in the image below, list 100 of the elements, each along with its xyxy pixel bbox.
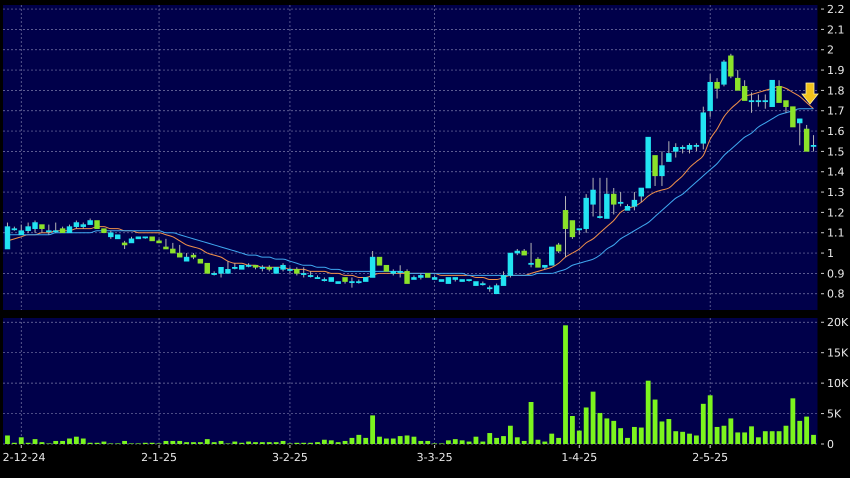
y-tick-label: 0 — [827, 438, 834, 451]
bar — [74, 436, 79, 444]
bar — [322, 440, 327, 444]
bar — [618, 428, 624, 444]
bar — [425, 440, 430, 444]
bar — [218, 440, 224, 444]
y-tick-label: 0.8 — [827, 288, 844, 301]
bar — [122, 440, 128, 444]
bar — [418, 440, 424, 444]
bar — [18, 437, 24, 444]
bar — [398, 436, 403, 444]
bar — [528, 402, 534, 444]
candlestick — [659, 150, 665, 186]
bar — [611, 420, 616, 444]
bar — [762, 431, 768, 444]
bar — [177, 440, 182, 444]
x-tick-label: 2-5-25 — [692, 451, 728, 464]
candlestick — [535, 256, 541, 268]
y-tick-label: 10K — [827, 376, 849, 390]
bar — [797, 420, 802, 444]
bar — [536, 440, 540, 444]
bar — [32, 439, 38, 444]
candlestick — [797, 118, 802, 146]
bar — [749, 426, 754, 444]
bar — [549, 434, 554, 444]
candlestick — [404, 268, 410, 284]
bar — [404, 435, 410, 444]
candlestick — [810, 134, 816, 152]
bar — [804, 416, 810, 444]
bar — [666, 419, 672, 444]
bar — [598, 412, 602, 444]
candlestick — [721, 59, 727, 87]
bar — [694, 435, 699, 444]
x-tick-label: 3-3-25 — [416, 451, 453, 464]
y-tick-label: 5K — [827, 407, 842, 420]
bar — [756, 437, 761, 444]
x-tick-label: 2-12-24 — [2, 451, 46, 464]
bar — [728, 418, 734, 444]
y-tick-label: 1.9 — [827, 64, 844, 77]
y-tick-label: 1.1 — [827, 226, 844, 240]
bar — [632, 426, 637, 444]
bar — [342, 440, 348, 444]
y-tick-label: 2.1 — [827, 23, 844, 36]
bar — [53, 440, 58, 444]
bar — [625, 438, 630, 444]
bar — [790, 398, 796, 444]
y-tick-label: 1.4 — [827, 166, 844, 179]
bar — [363, 438, 368, 444]
bar — [280, 440, 286, 444]
bar — [390, 438, 396, 444]
bar — [5, 435, 10, 444]
candlestick — [804, 124, 810, 152]
y-tick-label: 1.6 — [827, 124, 844, 138]
x-tick-label: 1-4-25 — [561, 451, 598, 464]
bar — [487, 433, 492, 444]
bar — [514, 437, 520, 444]
x-tick-label: 2-1-25 — [141, 451, 178, 464]
bar — [784, 426, 788, 444]
bar — [446, 440, 451, 444]
bar — [563, 325, 568, 444]
bar — [60, 440, 66, 444]
bar — [735, 432, 740, 444]
bar — [811, 434, 816, 444]
bar — [722, 426, 726, 444]
candlestick — [556, 242, 562, 254]
bar — [384, 438, 389, 444]
bar — [412, 436, 416, 444]
y-tick-label: 15K — [827, 346, 849, 360]
bar — [576, 430, 582, 444]
candlestick — [666, 140, 672, 162]
bar — [522, 440, 527, 444]
candlestick — [652, 154, 658, 186]
candlestick — [728, 53, 734, 79]
bar — [67, 438, 72, 444]
bar — [584, 407, 589, 444]
candlestick — [301, 266, 306, 278]
bar — [494, 438, 500, 444]
candlestick — [611, 188, 616, 215]
bar — [570, 416, 575, 444]
candlestick — [618, 192, 624, 207]
bar — [474, 436, 478, 444]
bar — [452, 439, 458, 444]
y-tick-label: 2 — [827, 44, 834, 57]
y-tick-label: 1.5 — [827, 145, 844, 158]
bar — [328, 440, 334, 444]
bar — [687, 434, 692, 444]
bar — [714, 426, 720, 444]
bar — [370, 415, 376, 444]
bar — [604, 418, 610, 444]
bar — [204, 439, 210, 444]
bar — [742, 432, 748, 444]
bar — [660, 421, 664, 444]
bar — [770, 431, 775, 444]
y-tick-label: 1 — [827, 246, 834, 260]
bar — [556, 438, 562, 444]
bar — [708, 395, 713, 444]
bar — [164, 440, 168, 444]
bar — [646, 380, 651, 444]
bar — [638, 428, 644, 444]
x-tick-label: 3-2-25 — [272, 451, 308, 464]
